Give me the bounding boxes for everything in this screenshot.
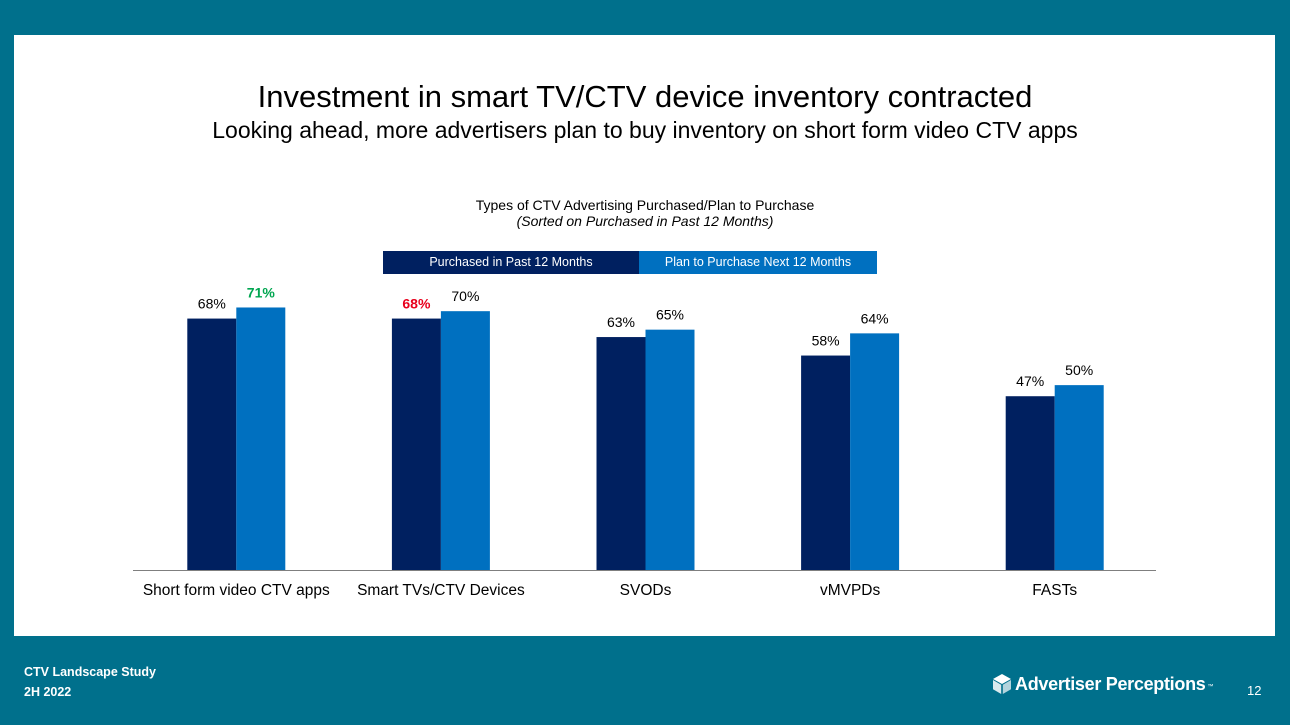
chart-title: Types of CTV Advertising Purchased/Plan …	[475, 197, 815, 213]
chart-legend: Purchased in Past 12 Months Plan to Purc…	[383, 251, 877, 274]
footer-period: 2H 2022	[24, 685, 72, 699]
bar-plan-0	[236, 307, 286, 570]
data-label-purchased-1: 68%	[402, 296, 431, 312]
legend-item-purchased: Purchased in Past 12 Months	[383, 251, 639, 274]
bar-plan-3	[850, 333, 900, 570]
data-label-plan-3: 64%	[861, 310, 889, 326]
data-label-plan-2: 65%	[656, 307, 684, 323]
brand-name: Advertiser Perceptions	[1015, 673, 1206, 694]
legend-item-plan: Plan to Purchase Next 12 Months	[639, 251, 877, 274]
category-label-4: FASTs	[1032, 582, 1077, 599]
brand-logo: Advertiser Perceptions ™	[992, 671, 1213, 697]
bar-plan-4	[1054, 385, 1104, 570]
footer-study-name: CTV Landscape Study	[24, 665, 156, 679]
bar-purchased-2	[596, 337, 646, 570]
data-label-plan-0: 71%	[247, 284, 276, 300]
brand-trademark: ™	[1207, 684, 1214, 690]
bar-purchased-0	[187, 318, 237, 570]
category-label-2: SVODs	[620, 582, 672, 599]
data-label-purchased-2: 63%	[607, 314, 635, 330]
data-label-purchased-0: 68%	[198, 296, 226, 312]
category-label-3: vMVPDs	[820, 582, 881, 599]
data-label-purchased-4: 47%	[1016, 373, 1044, 389]
data-label-purchased-3: 58%	[812, 333, 840, 349]
data-label-plan-1: 70%	[451, 288, 479, 304]
slide-title: Investment in smart TV/CTV device invent…	[257, 79, 1033, 114]
category-label-0: Short form video CTV apps	[143, 582, 330, 599]
bar-purchased-3	[801, 355, 851, 570]
cube-logo-icon	[993, 674, 1011, 694]
category-label-1: Smart TVs/CTV Devices	[357, 582, 525, 599]
slide-subtitle: Looking ahead, more advertisers plan to …	[212, 117, 1078, 143]
page-number: 12	[1247, 683, 1262, 698]
bar-plan-2	[645, 329, 695, 570]
bar-plan-1	[440, 311, 490, 570]
bar-purchased-1	[391, 318, 441, 570]
bar-purchased-4	[1005, 396, 1055, 570]
chart-subtitle: (Sorted on Purchased in Past 12 Months)	[516, 213, 774, 229]
data-label-plan-4: 50%	[1065, 362, 1093, 378]
